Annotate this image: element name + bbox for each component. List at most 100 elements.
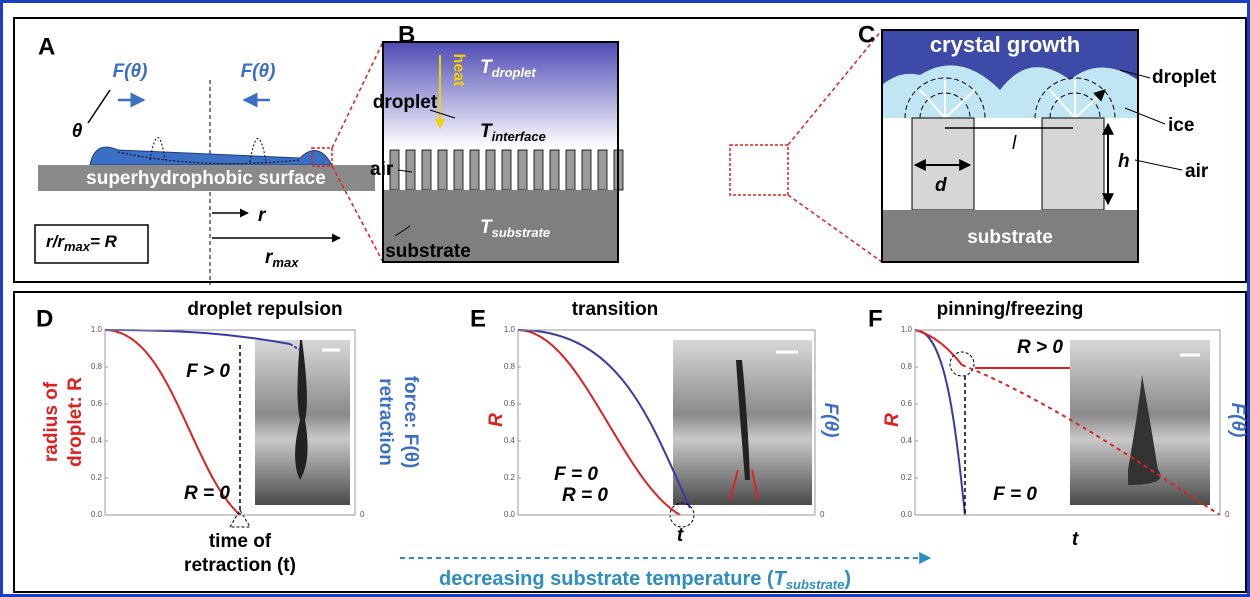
substrate-label: substrate	[967, 227, 1053, 248]
pillar	[550, 150, 559, 190]
y-tick-label: 0.0	[901, 510, 913, 519]
droplet-shape	[90, 147, 332, 165]
panel-label: F	[868, 305, 883, 332]
radius-note: R > 0	[1017, 337, 1063, 358]
air-label: air	[370, 159, 394, 180]
pillar	[598, 150, 607, 190]
x-label: t	[1072, 529, 1079, 550]
force-curve	[915, 330, 965, 515]
y2-label: retraction	[375, 378, 396, 466]
zoom-line	[788, 195, 882, 262]
radius-max-label: rmax	[265, 247, 299, 270]
y-tick-label: 0.8	[91, 362, 103, 371]
radius-label: r	[258, 205, 267, 226]
panel-label: E	[470, 305, 486, 332]
ice-label: ice	[1168, 115, 1194, 136]
force-curve	[518, 330, 690, 508]
y-label: R	[486, 413, 507, 427]
y2-label: F(θ)	[1227, 403, 1248, 438]
y-tick-label: 0.0	[91, 510, 103, 519]
panel-d: D droplet repulsion F > 0 R = 0 time of …	[36, 299, 421, 576]
droplet-label: droplet	[373, 92, 438, 113]
heat-label: heat	[450, 54, 467, 88]
y2-label: F(θ)	[820, 403, 841, 438]
time-marker	[230, 510, 250, 527]
y-tick-label: 0.4	[91, 436, 103, 445]
pointer	[1135, 160, 1182, 170]
y2-label: force: F(θ)	[400, 376, 421, 469]
panel-b: B Tdroplet heat droplet Tinterface air T…	[370, 21, 882, 262]
air-label: air	[1185, 161, 1209, 182]
height-label: h	[1118, 151, 1130, 172]
panel-label: C	[858, 21, 875, 48]
force-label: F(θ)	[241, 61, 276, 82]
y2-tick-label: 0	[1225, 510, 1230, 519]
force-note: F = 0	[993, 484, 1037, 505]
figure: A F(θ) F(θ) superhydrophobic surface θ r…	[0, 0, 1250, 597]
pillar	[422, 150, 431, 190]
subscript: max	[64, 239, 91, 254]
substrate-label: substrate	[385, 241, 471, 262]
y-tick-label: 0.2	[91, 473, 103, 482]
y2-tick-label: 0	[820, 510, 825, 519]
y-tick-label: 0.0	[504, 510, 516, 519]
pillar	[438, 150, 447, 190]
text: decreasing substrate temperature (	[439, 568, 774, 590]
angle-label: θ	[72, 121, 83, 142]
y2-tick-label: 0	[360, 510, 365, 519]
panel-label: D	[36, 305, 53, 332]
x-label: t	[677, 525, 684, 546]
footer-label: decreasing substrate temperature (Tsubst…	[439, 568, 851, 592]
pillar	[518, 150, 527, 190]
plot-title: pinning/freezing	[937, 299, 1084, 320]
plot-title: droplet repulsion	[187, 299, 342, 320]
y-tick-label: 0.4	[901, 436, 913, 445]
force-label: F(θ)	[113, 61, 148, 82]
ratio-label: r/rmax= R	[46, 232, 118, 254]
panel-f: F pinning/freezing R > 0 F = 0 t R F(θ) …	[868, 299, 1248, 550]
y-tick-label: 0.8	[901, 362, 913, 371]
zoom-box	[730, 145, 788, 195]
text: )	[844, 568, 851, 590]
pillar	[1042, 118, 1104, 210]
panel-a: A F(θ) F(θ) superhydrophobic surface θ r…	[35, 33, 383, 285]
pillar	[534, 150, 543, 190]
pillar	[470, 150, 479, 190]
y-tick-label: 1.0	[91, 325, 103, 334]
y-tick-label: 0.8	[504, 362, 516, 371]
surface-label: superhydrophobic surface	[86, 168, 326, 189]
droplet-label: droplet	[1152, 67, 1217, 88]
page: A F(θ) F(θ) superhydrophobic surface θ r…	[0, 0, 1250, 597]
y-tick-label: 0.6	[91, 399, 103, 408]
y-tick-label: 0.6	[901, 399, 913, 408]
radius-note: R = 0	[184, 483, 230, 504]
pillar	[502, 150, 511, 190]
y-label: R	[882, 413, 903, 427]
subscript: max	[272, 255, 299, 270]
y-tick-label: 1.0	[901, 325, 913, 334]
y-label: radius of	[41, 381, 62, 462]
x-label: retraction (t)	[184, 555, 296, 576]
subscript: droplet	[492, 65, 537, 80]
pillar	[406, 150, 415, 190]
y-tick-label: 0.2	[901, 473, 913, 482]
force-note: F = 0	[554, 464, 598, 485]
force-note: F > 0	[186, 361, 230, 382]
y-tick-label: 1.0	[504, 325, 516, 334]
pointer	[88, 90, 110, 123]
pillar	[486, 150, 495, 190]
subscript: substrate	[492, 225, 551, 240]
pillar	[582, 150, 591, 190]
panel-c: C crystal growth droplet ice air l d h s…	[858, 21, 1217, 262]
subscript: interface	[492, 129, 546, 144]
panel-label: A	[38, 33, 55, 60]
y-tick-label: 0.2	[504, 473, 516, 482]
panel-e: E transition F = 0 R = 0 t R F(θ) 0.0 0.2…	[470, 299, 841, 546]
diameter-label: d	[935, 175, 947, 196]
subscript: substrate	[786, 577, 845, 592]
pillar	[566, 150, 575, 190]
plot-title: transition	[572, 299, 659, 320]
pillars	[390, 150, 623, 190]
radius-note: R = 0	[562, 485, 608, 506]
x-label: time of	[209, 531, 272, 552]
